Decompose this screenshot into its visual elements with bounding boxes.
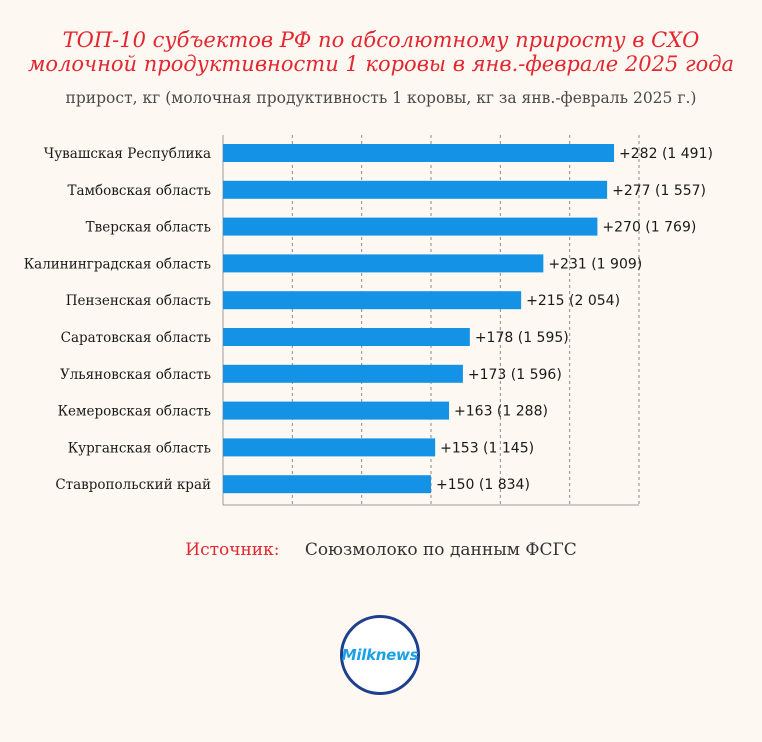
data-label: +270 (1 769) bbox=[602, 220, 696, 236]
bar bbox=[223, 328, 470, 346]
data-label: +215 (2 054) bbox=[526, 293, 620, 309]
data-label: +153 (1 145) bbox=[440, 440, 534, 456]
category-label: Кемеровская область bbox=[58, 404, 211, 420]
milknews-logo: Milknews bbox=[340, 615, 420, 695]
bar bbox=[223, 291, 522, 310]
data-label: +173 (1 596) bbox=[468, 367, 562, 383]
bar bbox=[223, 401, 450, 420]
data-label: +163 (1 288) bbox=[454, 404, 548, 420]
bar bbox=[223, 217, 598, 236]
category-label: Калининградская область bbox=[24, 256, 211, 272]
bar bbox=[223, 180, 608, 199]
category-label: Курганская область bbox=[68, 440, 211, 456]
bar bbox=[223, 144, 615, 162]
chart-title: ТОП-10 субъектов РФ по абсолютному приро… bbox=[0, 28, 762, 76]
category-label: Чувашская Республика bbox=[44, 146, 211, 162]
category-label: Тверская область bbox=[86, 220, 211, 236]
source-line: Источник: Союзмолоко по данным ФСГС bbox=[0, 540, 762, 560]
bar-chart: Чувашская Республика +282 (1 491) Тамбовск… bbox=[24, 135, 713, 506]
category-label: Ставропольский край bbox=[55, 477, 211, 493]
data-label: +178 (1 595) bbox=[475, 330, 569, 346]
bar bbox=[223, 364, 463, 383]
data-label: +150 (1 834) bbox=[436, 477, 530, 493]
title-line-1: ТОП-10 субъектов РФ по абсолютному приро… bbox=[62, 28, 700, 52]
category-label: Саратовская область bbox=[61, 330, 211, 346]
data-label: +282 (1 491) bbox=[619, 146, 713, 162]
source-text: Союзмолоко по данным ФСГС bbox=[304, 540, 577, 560]
data-label: +231 (1 909) bbox=[548, 256, 642, 272]
bar bbox=[223, 254, 544, 273]
title-line-2: молочной продуктивности 1 коровы в янв.-… bbox=[27, 52, 735, 76]
category-label: Тамбовская область bbox=[67, 183, 211, 199]
chart-subtitle: прирост, кг (молочная продуктивность 1 к… bbox=[65, 89, 697, 107]
source-label: Источник: bbox=[185, 540, 280, 560]
bar bbox=[223, 438, 436, 457]
logo-text: Milknews bbox=[341, 646, 419, 664]
category-label: Ульяновская область bbox=[60, 367, 211, 383]
bar bbox=[223, 475, 432, 494]
data-label: +277 (1 557) bbox=[612, 183, 706, 199]
category-label: Пензенская область bbox=[66, 293, 211, 309]
